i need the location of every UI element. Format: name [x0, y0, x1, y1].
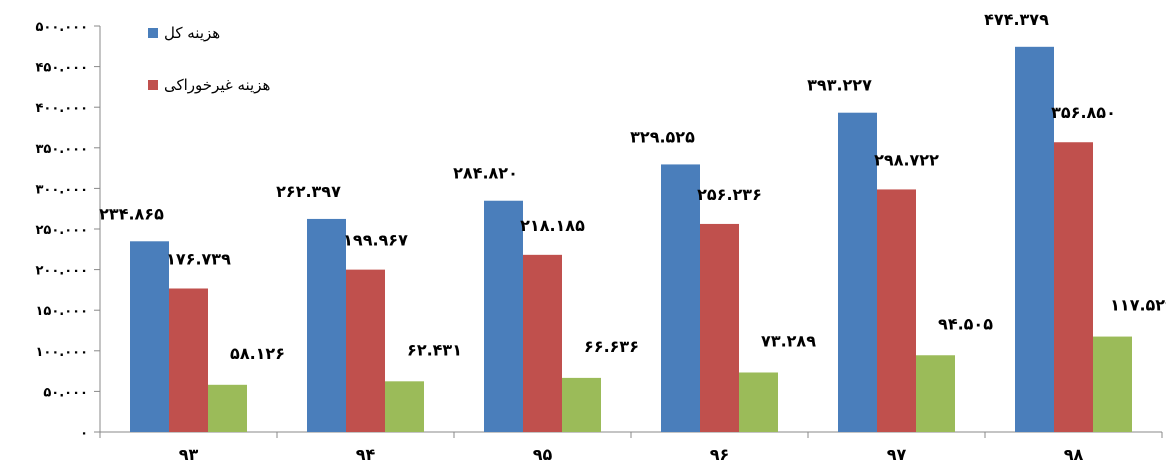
bar — [523, 254, 562, 432]
y-tick-label: ۱۰۰.۰۰۰ — [35, 345, 88, 360]
bar — [700, 223, 739, 432]
x-tick-label: ۹۶ — [710, 445, 730, 464]
bar — [130, 241, 169, 432]
y-tick-label: ۴۵۰.۰۰۰ — [35, 61, 88, 76]
x-tick-label: ۹۷ — [887, 445, 907, 464]
bar — [346, 269, 385, 432]
y-tick-label: ۳۵۰.۰۰۰ — [35, 142, 88, 157]
data-label: ۳۹۳.۲۲۷ — [807, 76, 872, 95]
y-tick-label: ۱۵۰.۰۰۰ — [35, 304, 88, 319]
data-label: ۷۳.۲۸۹ — [761, 331, 816, 350]
data-label: ۲۶۲.۳۹۷ — [276, 182, 341, 201]
bar — [1054, 142, 1093, 432]
bar — [307, 218, 346, 432]
y-tick-label: ۵۰.۰۰۰ — [43, 385, 88, 400]
bar — [916, 355, 955, 432]
data-label: ۴۷۴.۳۷۹ — [984, 10, 1049, 29]
bar — [661, 164, 700, 432]
bar — [385, 381, 424, 432]
data-label: ۱۱۷.۵۲۹ — [1110, 296, 1166, 315]
legend-swatch — [148, 80, 158, 90]
data-label: ۶۶.۶۳۶ — [584, 337, 639, 356]
data-label: ۱۷۶.۷۳۹ — [166, 249, 231, 268]
legend-swatch — [148, 28, 158, 38]
bar — [208, 384, 247, 432]
data-label: ۲۵۶.۲۳۶ — [697, 185, 762, 204]
data-label: ۲۱۸.۱۸۵ — [520, 216, 585, 235]
data-label: ۳۵۶.۸۵۰ — [1051, 103, 1116, 122]
y-tick-label: ۰ — [80, 426, 88, 441]
legend-label: هزینه کل — [164, 24, 220, 42]
bar — [484, 200, 523, 432]
x-tick-label: ۹۴ — [356, 445, 376, 464]
y-tick-label: ۳۰۰.۰۰۰ — [35, 182, 88, 197]
bar — [1093, 336, 1132, 432]
data-label: ۹۴.۵۰۵ — [938, 314, 993, 333]
y-tick-label: ۲۰۰.۰۰۰ — [35, 264, 88, 279]
x-tick-label: ۹۳ — [179, 445, 199, 464]
y-tick-label: ۵۰۰.۰۰۰ — [35, 20, 88, 35]
bar — [1015, 46, 1054, 432]
x-tick-label: ۹۸ — [1064, 445, 1084, 464]
y-tick-label: ۲۵۰.۰۰۰ — [35, 223, 88, 238]
data-label: ۵۸.۱۲۶ — [230, 344, 285, 363]
y-tick-label: ۴۰۰.۰۰۰ — [35, 101, 88, 116]
data-label: ۲۸۴.۸۲۰ — [453, 164, 518, 183]
legend-label: هزینه غیرخوراکی — [164, 76, 271, 94]
data-label: ۱۹۹.۹۶۷ — [343, 231, 408, 250]
data-label: ۳۲۹.۵۲۵ — [630, 127, 695, 146]
bar — [838, 112, 877, 432]
bar — [562, 377, 601, 432]
bar — [169, 288, 208, 432]
data-label: ۲۹۸.۷۲۲ — [874, 150, 939, 169]
bar — [739, 372, 778, 432]
data-label: ۶۲.۴۳۱ — [407, 340, 462, 359]
data-label: ۲۳۴.۸۶۵ — [99, 204, 164, 223]
x-tick-label: ۹۵ — [533, 445, 553, 464]
bar — [877, 189, 916, 432]
